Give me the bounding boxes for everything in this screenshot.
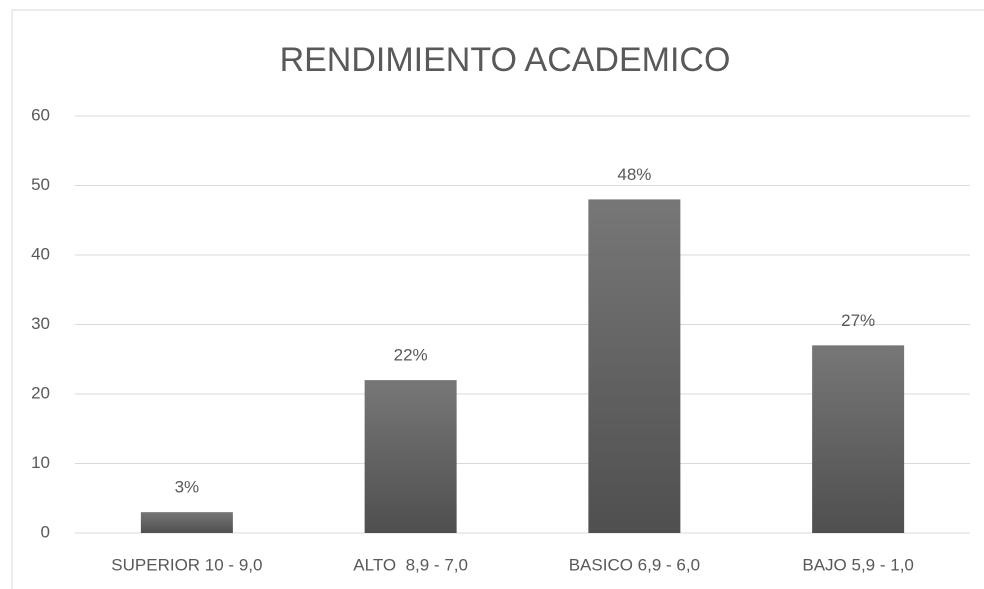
y-tick-label: 20 [31,383,50,402]
data-label: 3% [175,478,200,497]
data-label: 22% [394,346,428,365]
y-tick-label: 10 [31,453,50,472]
bar [364,380,457,533]
y-tick-label: 40 [31,244,50,263]
bar [588,199,681,533]
y-tick-label: 60 [31,105,50,124]
data-label: 48% [617,165,651,184]
x-tick-label: BAJO 5,9 - 1,0 [802,555,914,574]
chart-title: RENDIMIENTO ACADEMICO [280,41,731,79]
x-tick-label: ALTO 8,9 - 7,0 [353,555,468,574]
bar [812,345,905,533]
y-tick-label: 0 [41,522,50,541]
x-tick-label: SUPERIOR 10 - 9,0 [111,555,262,574]
y-tick-label: 50 [31,175,50,194]
chart-border [11,9,984,589]
bar [140,512,233,533]
y-tick-label: 30 [31,314,50,333]
x-tick-label: BASICO 6,9 - 6,0 [569,555,700,574]
data-label: 27% [841,311,875,330]
